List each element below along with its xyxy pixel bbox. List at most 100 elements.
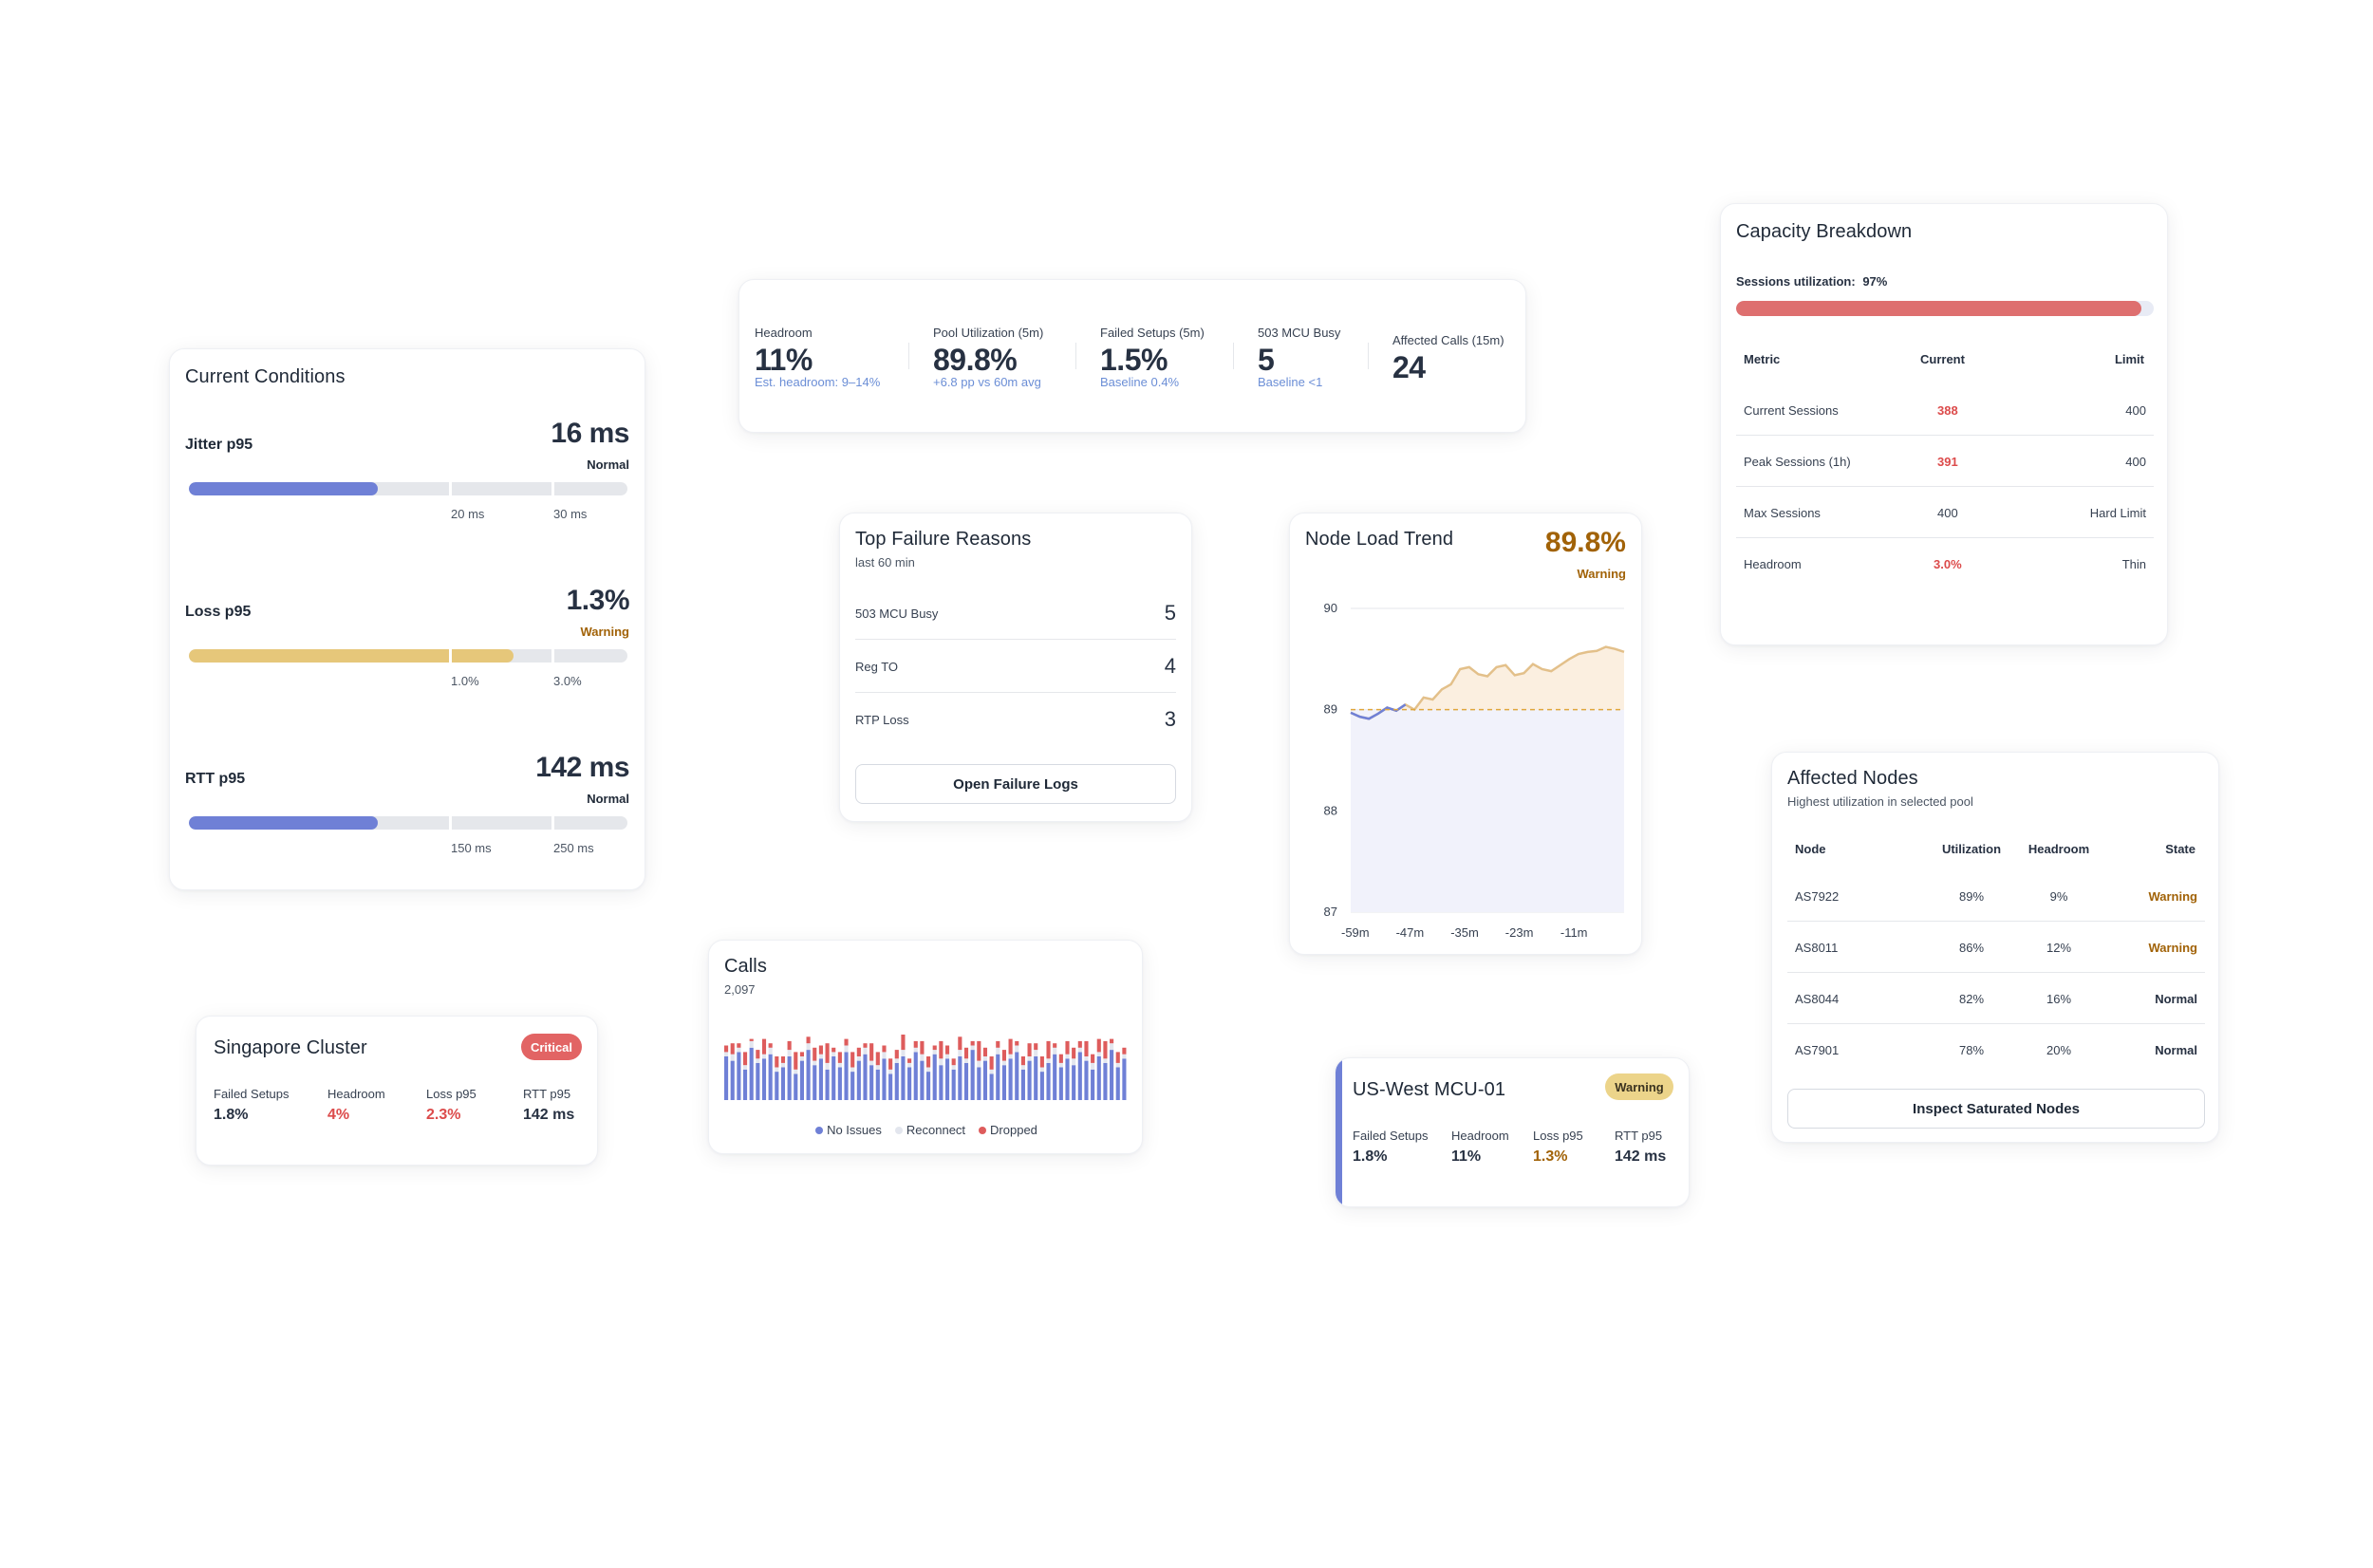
bar-segment-reconnect	[850, 1067, 855, 1073]
stat-value: 1.3%	[1533, 1148, 1568, 1165]
table-row[interactable]: AS8011 86% 12% Warning	[1787, 922, 2205, 972]
legend-dot-icon	[894, 1127, 903, 1134]
node-state: Normal	[2155, 992, 2197, 1006]
bar-segment-no-issues	[844, 1052, 849, 1100]
y-tick-label: 87	[1324, 905, 1337, 919]
bar-segment-no-issues	[920, 1060, 925, 1100]
bar-segment-reconnect	[1103, 1058, 1108, 1063]
y-tick-label: 88	[1324, 803, 1337, 817]
kpi-label: 503 MCU Busy	[1258, 326, 1341, 340]
bar-segment-reconnect	[939, 1058, 944, 1066]
bar-segment-reconnect	[856, 1056, 861, 1061]
bar-segment-reconnect	[742, 1065, 748, 1070]
bar-segment-reconnect	[1046, 1058, 1051, 1063]
stat-value: 2.3%	[426, 1107, 461, 1123]
failure-count: 3	[1164, 707, 1176, 731]
legend-item: Reconnect	[894, 1123, 966, 1137]
bar-segment-dropped	[1001, 1050, 1007, 1061]
table-row[interactable]: AS7901 78% 20% Normal	[1787, 1024, 2205, 1074]
condition-status: Normal	[587, 457, 629, 472]
bar-segment-reconnect	[1084, 1056, 1089, 1061]
failure-row[interactable]: RTP Loss 3	[855, 701, 1176, 739]
failure-row[interactable]: 503 MCU Busy 5	[855, 595, 1176, 633]
bar-segment-no-issues	[1027, 1060, 1032, 1100]
bar-segment-dropped	[894, 1050, 899, 1059]
failure-row[interactable]: Reg TO 4	[855, 648, 1176, 686]
bar-segment-no-issues	[944, 1058, 950, 1100]
bar-segment-no-issues	[1046, 1062, 1051, 1100]
legend-dot-icon	[979, 1127, 987, 1134]
meter-tick	[551, 482, 554, 495]
open-failure-logs-button[interactable]: Open Failure Logs	[855, 764, 1176, 804]
table-row[interactable]: AS8044 82% 16% Normal	[1787, 973, 2205, 1023]
metric-current: 3.0%	[1934, 557, 1962, 571]
kpi-value: 11%	[755, 343, 813, 377]
bar-segment-no-issues	[894, 1062, 899, 1100]
bar-segment-no-issues	[970, 1050, 975, 1100]
bar-segment-reconnect	[761, 1054, 767, 1059]
table-row[interactable]: AS7922 89% 9% Warning	[1787, 870, 2205, 921]
legend-label: Reconnect	[906, 1123, 966, 1137]
bar-segment-reconnect	[1115, 1062, 1120, 1068]
bar-segment-reconnect	[749, 1040, 754, 1048]
bar-segment-dropped	[794, 1052, 798, 1070]
bar-segment-dropped	[1091, 1054, 1095, 1063]
bar-segment-no-issues	[1115, 1067, 1120, 1100]
bar-segment-reconnect	[1039, 1067, 1044, 1073]
bar-segment-dropped	[806, 1036, 811, 1044]
stat: RTT p95 142 ms	[523, 1087, 574, 1124]
us-west-mcu-card[interactable]: US-West MCU-01 Warning Failed Setups 1.8…	[1335, 1057, 1690, 1207]
node-state: Normal	[2155, 1043, 2197, 1057]
bar-segment-dropped	[958, 1036, 962, 1051]
bar-segment-dropped	[1065, 1040, 1070, 1055]
bar-segment-no-issues	[1008, 1058, 1013, 1100]
bar-segment-reconnect	[1110, 1043, 1114, 1051]
bar-segment-no-issues	[1015, 1052, 1019, 1100]
affected-nodes-card: Affected Nodes Highest utilization in se…	[1771, 752, 2219, 1143]
bar-segment-no-issues	[813, 1065, 817, 1100]
bar-segment-no-issues	[1039, 1072, 1044, 1100]
meter-fill	[189, 649, 514, 663]
bar-segment-no-issues	[982, 1060, 988, 1100]
kpi-divider	[1233, 343, 1234, 369]
bar-segment-no-issues	[882, 1058, 887, 1100]
bar-segment-no-issues	[1103, 1062, 1108, 1100]
stat: RTT p95 142 ms	[1615, 1129, 1666, 1166]
calls-bar-chart	[724, 1035, 1127, 1100]
kpi-label: Headroom	[755, 326, 813, 340]
bar-segment-reconnect	[775, 1067, 779, 1073]
bar-segment-no-issues	[742, 1069, 748, 1100]
bar-segment-no-issues	[926, 1072, 931, 1100]
bar-segment-dropped	[1096, 1038, 1101, 1053]
calls-card: Calls 2,097 No Issues Reconnect Dropped	[708, 940, 1143, 1154]
y-tick-label: 89	[1324, 702, 1337, 717]
bar-segment-dropped	[780, 1056, 786, 1063]
bar-segment-no-issues	[799, 1060, 805, 1100]
bar-segment-dropped	[869, 1043, 874, 1061]
bar-segment-reconnect	[1091, 1062, 1095, 1070]
bar-segment-no-issues	[837, 1067, 842, 1100]
col-header-current: Current	[1920, 352, 1965, 366]
col-header-limit: Limit	[2114, 352, 2144, 366]
meter-tick	[551, 649, 554, 663]
x-tick-label: -11m	[1560, 925, 1588, 940]
bar-segment-reconnect	[1001, 1060, 1007, 1066]
bar-segment-dropped	[920, 1040, 925, 1055]
singapore-cluster-card[interactable]: Singapore Cluster Critical Failed Setups…	[196, 1016, 598, 1166]
bar-segment-dropped	[730, 1043, 735, 1055]
bar-segment-no-issues	[780, 1067, 786, 1100]
inspect-saturated-nodes-button[interactable]: Inspect Saturated Nodes	[1787, 1089, 2205, 1129]
card-title: Node Load Trend	[1305, 529, 1454, 550]
bar-segment-reconnect	[837, 1062, 842, 1068]
row-divider	[1736, 486, 2154, 487]
bar-segment-reconnect	[1065, 1054, 1070, 1059]
node-util: 86%	[1958, 941, 1985, 955]
util-value: 97%	[1862, 274, 1888, 289]
bar-segment-dropped	[863, 1043, 868, 1048]
node-util: 89%	[1958, 889, 1985, 904]
bar-segment-no-issues	[989, 1073, 994, 1100]
bar-segment-reconnect	[1077, 1047, 1082, 1053]
critical-badge: Critical	[521, 1034, 582, 1060]
bar-segment-no-issues	[932, 1054, 937, 1100]
bar-segment-reconnect	[831, 1052, 836, 1056]
